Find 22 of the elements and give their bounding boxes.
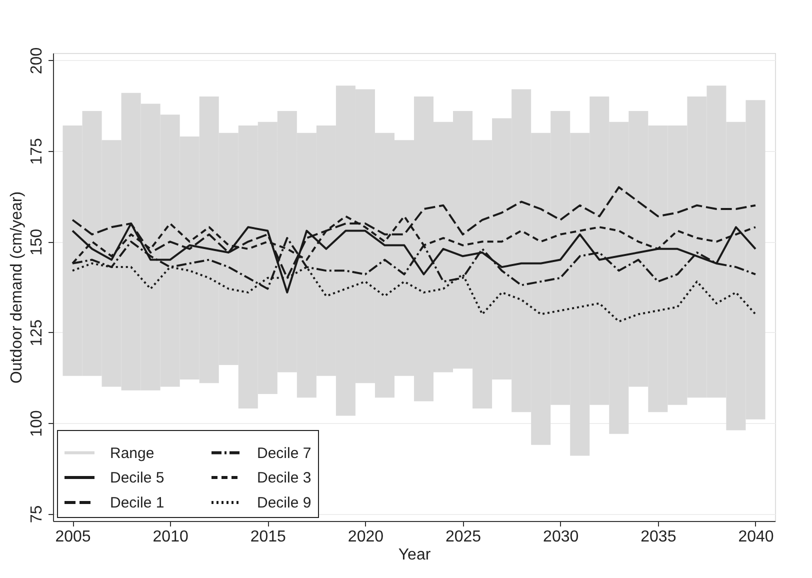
x-tick-label: 2030 [543, 528, 579, 546]
y-tick-label: 75 [28, 505, 46, 524]
legend-label: Range [110, 444, 154, 462]
legend-label: Decile 3 [257, 470, 312, 486]
x-tick-label: 2035 [640, 528, 676, 546]
x-tick-label: 2040 [738, 528, 774, 546]
y-tick-label: 150 [28, 228, 46, 256]
y-tick-label: 125 [28, 319, 46, 346]
y-tick-label: 175 [28, 138, 46, 165]
x-tick-label: 2010 [152, 528, 188, 546]
legend-label: Decile 7 [257, 444, 312, 462]
legend-label: Decile 1 [110, 494, 164, 512]
x-axis-title: Year [398, 546, 432, 564]
x-tick-label: 2015 [250, 528, 286, 546]
y-tick-label: 200 [28, 47, 46, 74]
y-axis-title: Outdoor demand (cm/year) [8, 191, 26, 384]
x-tick-label: 2025 [445, 528, 482, 546]
legend-label: Decile 9 [257, 494, 312, 512]
x-tick-label: 2005 [55, 528, 91, 546]
legend-label: Decile 5 [110, 470, 164, 486]
x-tick-label: 2020 [348, 528, 384, 546]
y-tick-label: 100 [28, 410, 46, 437]
